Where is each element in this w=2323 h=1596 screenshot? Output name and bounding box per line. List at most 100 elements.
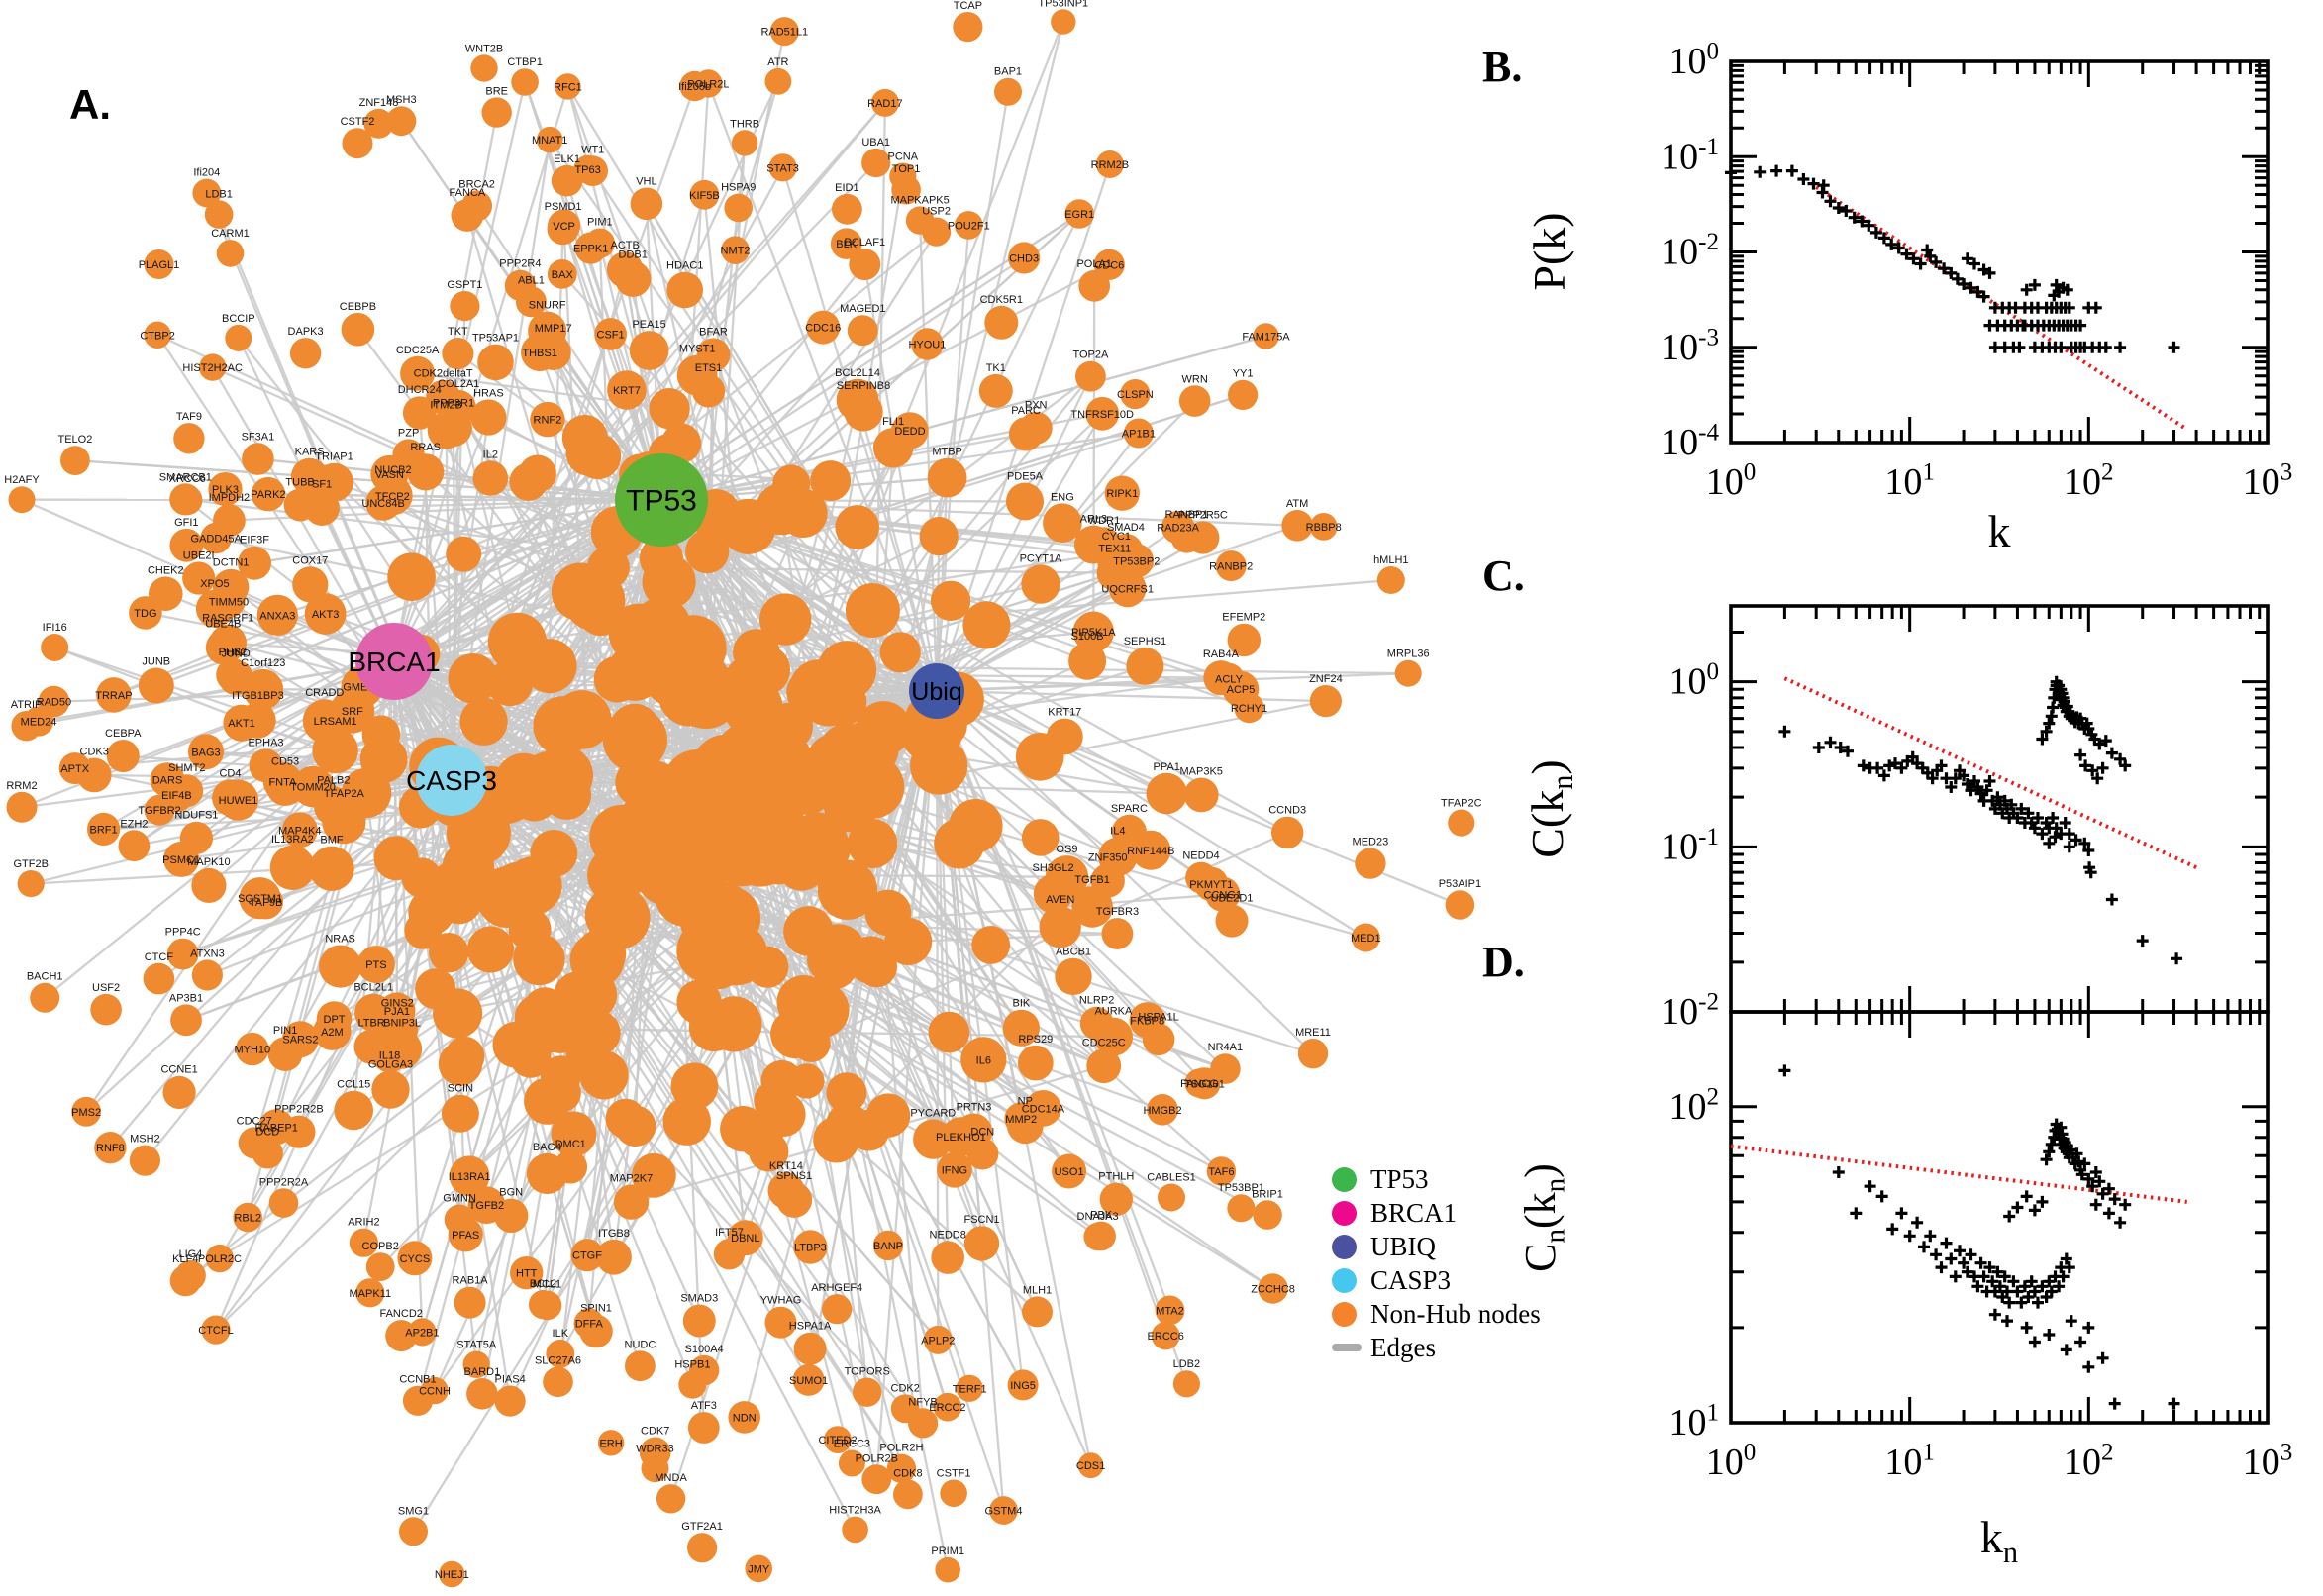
- network-node: [201, 1315, 231, 1345]
- node-label: MYH10: [234, 1045, 270, 1056]
- network-edge: [918, 220, 939, 692]
- network-node: [607, 370, 647, 410]
- network-edge: [156, 334, 453, 781]
- network-node: [679, 70, 710, 102]
- node-label: RBBP8: [1306, 522, 1342, 534]
- network-node: [204, 200, 234, 229]
- node-label: TP53BP2: [1113, 555, 1160, 567]
- network-node: [1185, 861, 1217, 894]
- node-label: RANBP2: [1209, 561, 1253, 573]
- network-node: [793, 1230, 828, 1264]
- network-node: [594, 318, 627, 350]
- network-node: [842, 1516, 868, 1544]
- network-node: [584, 887, 640, 943]
- node-label: ERH: [599, 1438, 622, 1449]
- node-label: IL4: [1110, 826, 1125, 838]
- node-labels-layer: TP53INP1 P53AIP1 TFAP2C NHEJ1 PRIM1 TCAP Ifi20…: [4, 0, 1481, 1581]
- network-node: [641, 642, 699, 700]
- plot-panel_c: 100 10-1 10-2 C(kn): [1522, 604, 2270, 1033]
- node-label: OS9: [1056, 844, 1077, 855]
- network-node: [666, 271, 703, 309]
- node-label: IL6: [976, 1054, 991, 1066]
- tp53-dot-icon: [1332, 1166, 1357, 1192]
- network-node: [919, 517, 959, 556]
- network-node: [481, 97, 512, 128]
- network-node: [687, 1412, 720, 1444]
- network-node: [256, 594, 298, 636]
- network-node: [508, 908, 552, 951]
- fit-line: [1730, 1144, 2187, 1204]
- node-label: BMF: [320, 835, 344, 847]
- network-node: [216, 657, 250, 692]
- network-node: [1093, 249, 1125, 280]
- network-node: [205, 1244, 235, 1273]
- node-label: PCYT1A: [1020, 552, 1062, 564]
- network-node: [289, 338, 322, 369]
- node-label: THBS1: [522, 348, 556, 359]
- network-node: [143, 962, 175, 995]
- network-node: [466, 926, 514, 973]
- network-node: [792, 1363, 825, 1396]
- network-node: [58, 752, 91, 785]
- node-label: RAB1A: [453, 1275, 489, 1287]
- network-node: [281, 1021, 319, 1058]
- node-label: DARS: [152, 775, 183, 787]
- node-label: GTF2B: [13, 858, 48, 870]
- node-label: MTA2: [1156, 1305, 1184, 1317]
- node-label: BFAR: [699, 327, 728, 339]
- network-node: [213, 504, 246, 537]
- network-node: [547, 259, 577, 289]
- network-node: [535, 1003, 585, 1053]
- node-label: GFI1: [174, 517, 198, 529]
- node-label: EID1: [835, 182, 858, 194]
- network-node: [526, 1152, 568, 1195]
- network-node: [984, 305, 1019, 340]
- y-tick-label: 10-1: [1661, 134, 1719, 177]
- network-node: [632, 1152, 676, 1198]
- node-label: MAP2K7: [610, 1172, 653, 1184]
- node-label: JMY: [748, 1563, 770, 1575]
- network-node: [371, 1037, 408, 1073]
- node-label: USO1: [1055, 1166, 1084, 1178]
- network-node: [1355, 848, 1386, 879]
- network-node: [96, 677, 132, 713]
- network-node: [268, 1188, 299, 1218]
- node-label: SRF: [342, 706, 363, 718]
- plot-frame: [1729, 59, 2270, 445]
- network-node: [676, 979, 722, 1025]
- node-label: HMGB2: [1143, 1105, 1181, 1117]
- network-edge: [145, 611, 395, 663]
- node-label: MTBP: [932, 447, 962, 458]
- legend-label: TP53: [1370, 1163, 1429, 1194]
- y-tick-label: 10-3: [1661, 324, 1719, 367]
- network-node: [173, 423, 205, 454]
- network-node: [849, 249, 881, 281]
- network-node: [931, 1241, 964, 1274]
- node-label: CTBP2: [140, 330, 174, 342]
- network-node: [30, 982, 60, 1013]
- network-edge: [85, 779, 453, 1113]
- network-node: [824, 1426, 852, 1453]
- y-tick-label: 10-4: [1661, 420, 1719, 463]
- node-label: PFAS: [452, 1230, 479, 1242]
- network-node: [584, 228, 615, 258]
- network-node: [1006, 482, 1044, 521]
- network-node: [844, 392, 883, 432]
- node-label: ATRIP: [11, 699, 43, 711]
- node-label: YWHAG: [760, 1295, 802, 1307]
- node-label: IL13RA1: [449, 1171, 491, 1183]
- node-label: ACLY: [1215, 673, 1244, 685]
- network-node: [486, 659, 534, 707]
- network-node: [546, 1339, 575, 1368]
- network-node: [530, 830, 578, 877]
- node-label: SF3A1: [242, 431, 275, 443]
- network-node: [402, 396, 437, 430]
- node-label: YY1: [1233, 368, 1254, 380]
- network-node: [893, 1479, 923, 1510]
- node-label: FANCA: [450, 187, 486, 199]
- node-label: ZNF148: [359, 97, 399, 109]
- node-label: DAPK3: [288, 326, 324, 338]
- network-node: [472, 460, 509, 496]
- network-node: [879, 632, 921, 673]
- network-node: [1271, 816, 1304, 849]
